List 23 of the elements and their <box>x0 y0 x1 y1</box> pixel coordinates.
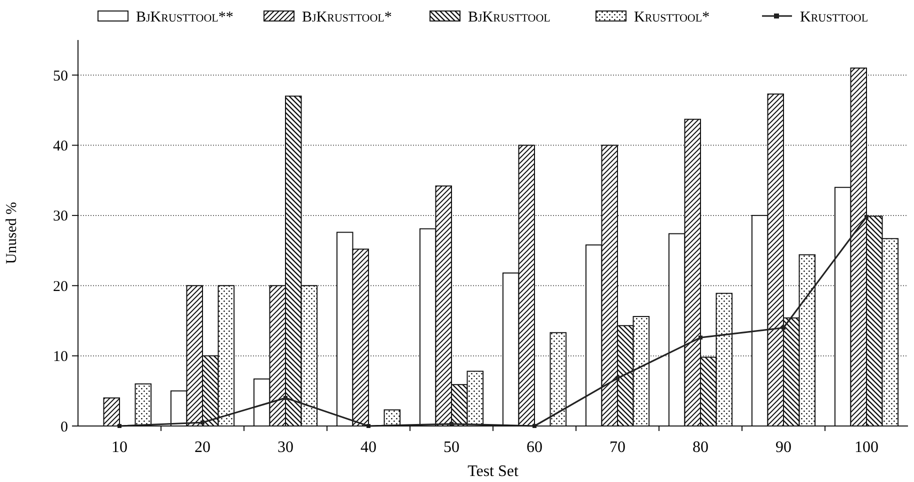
x-tick-label: 30 <box>278 439 294 456</box>
x-tick-label: 20 <box>194 439 210 456</box>
x-tick-label: 10 <box>112 439 128 456</box>
legend-label: BjKrusttool** <box>136 9 234 26</box>
legend-label: Krusttool* <box>634 9 710 26</box>
y-tick-label: 40 <box>53 138 68 155</box>
y-tick-label: 10 <box>53 349 68 366</box>
y-tick-label: 30 <box>53 208 68 225</box>
x-tick-label: 100 <box>854 439 878 456</box>
x-tick-label: 60 <box>526 439 542 456</box>
legend-label: BjKrusttool <box>468 9 551 26</box>
x-tick-label: 40 <box>360 439 376 456</box>
y-tick-label: 0 <box>60 419 68 436</box>
x-tick-label: 90 <box>776 439 792 456</box>
x-tick-label: 80 <box>692 439 708 456</box>
x-axis-title: Test Set <box>468 463 519 480</box>
legend-label: BjKrusttool* <box>302 9 392 26</box>
legend-label: Krusttool <box>800 9 868 26</box>
y-axis-title: Unused % <box>4 202 20 264</box>
y-tick-label: 20 <box>53 278 68 295</box>
x-tick-label: 50 <box>444 439 460 456</box>
x-tick-label: 70 <box>610 439 626 456</box>
y-tick-label: 50 <box>53 68 68 84</box>
